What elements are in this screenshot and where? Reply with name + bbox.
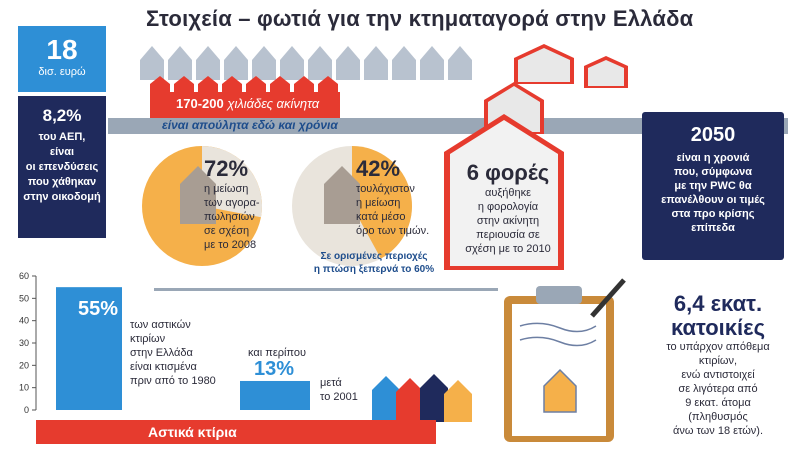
stock-line: (πληθυσμός <box>688 411 748 423</box>
stat-42-note-line: Σε ορισμένες περιοχές <box>320 251 428 262</box>
stat-42-block: 42% τουλάχιστον η μείωση κατά μέσο όρο τ… <box>356 156 429 238</box>
stat-42-value: 42% <box>356 156 401 181</box>
pen-icon <box>590 278 626 318</box>
recovery-year-line: είναι η χρονιά <box>676 152 750 164</box>
gdp-share-value: 8,2% <box>42 106 82 125</box>
bar1-text-line: των αστικών <box>130 319 191 331</box>
bars-group <box>56 287 310 410</box>
clipboard-graphic <box>504 278 626 442</box>
stat-72-line: με το 2008 <box>204 239 257 251</box>
houses-row-graphic <box>140 46 472 96</box>
urban-buildings-bar <box>36 420 436 444</box>
pie-72-graphic <box>142 146 262 266</box>
stat-42-note-line: η πτώση ξεπερνά το 60% <box>313 264 435 275</box>
bar1-text-block: των αστικών κτιρίων στην Ελλάδα είναι κτ… <box>130 318 216 388</box>
gdp-share-line: στην οικοδομή <box>23 191 101 203</box>
divider-line <box>154 288 498 291</box>
stat-42-line: η μείωση <box>356 197 401 209</box>
lost-investment-box: 18 δισ. ευρώ <box>18 26 106 92</box>
stat-72-line: η μείωση <box>204 183 249 195</box>
stat-6-value: 6 φορές <box>466 160 550 185</box>
bar <box>240 380 310 410</box>
stat-6-block: 6 φορές αυξήθηκε η φορολογία στην ακίνητ… <box>456 160 560 256</box>
y-tick-label: 10 <box>19 383 29 393</box>
recovery-year-line: επανέλθουν οι τιμές <box>661 194 765 206</box>
bar-label: 55% <box>77 298 119 320</box>
stat-42-line: όρο των τιμών. <box>356 225 430 237</box>
recovery-year-box: 2050 είναι η χρονιά που, σύμφωνα με την … <box>642 112 784 260</box>
stat-72-block: 72% η μείωση των αγορα- πωλησιών σε σχέσ… <box>204 156 260 252</box>
bar1-text-line: πριν από το 1980 <box>130 375 216 387</box>
gdp-share-line: είναι <box>49 146 75 158</box>
y-tick-label: 40 <box>19 316 29 326</box>
age-bar-chart: 0 10 20 30 40 50 60 <box>19 271 310 415</box>
pie-42-slice <box>352 146 412 259</box>
unsold-label: χιλιάδες ακίνητα <box>227 96 320 111</box>
stock-value: 6,4 εκατ. <box>673 291 763 316</box>
recovery-year-line: με την PWC θα <box>674 180 752 192</box>
recovery-year-value: 2050 <box>690 124 736 146</box>
stat-42-line: κατά μέσο <box>356 211 406 223</box>
stat-72-line: σε σχέση <box>204 225 250 237</box>
stat-72-line: πωλησιών <box>204 211 255 223</box>
stock-line: άνω των 18 ετών). <box>672 425 764 437</box>
y-tick-label: 20 <box>19 360 29 370</box>
stat-6-line: αυξήθηκε <box>484 187 532 199</box>
stock-line: ενώ αντιστοιχεί <box>681 369 755 381</box>
gdp-share-line: οι επενδύσεις <box>25 161 99 173</box>
colored-houses-graphic <box>372 374 472 422</box>
urban-buildings-title: Αστικά κτίρια <box>148 424 237 440</box>
horizontal-band <box>108 118 788 134</box>
stock-line: κτιρίων, <box>698 355 738 367</box>
bar-label: 13% <box>254 358 295 380</box>
recovery-year-line: στα προ κρίσης <box>671 208 755 220</box>
stat-6-line: σχέση με το 2010 <box>465 243 551 255</box>
recovery-year-line: που, σύμφωνα <box>673 166 753 178</box>
pie-72-remaining-slice <box>202 146 262 218</box>
gdp-share-line: του ΑΕΠ, <box>38 131 86 143</box>
house-icon <box>324 166 360 224</box>
bar2-prefix: και περίπου <box>248 347 306 359</box>
stat-6-line: στην ακίνητη <box>476 215 540 227</box>
gdp-share-box: 8,2% του ΑΕΠ, είναι οι επενδύσεις που χά… <box>18 96 106 238</box>
unsold-banner <box>150 92 340 118</box>
stat-72-value: 72% <box>204 156 249 181</box>
house-icon <box>180 166 216 224</box>
y-tick-label: 50 <box>19 293 29 303</box>
bar1-text-line: στην Ελλάδα <box>130 347 193 359</box>
stat-6-line: περιουσία σε <box>476 229 540 241</box>
lost-investment-value: 18 <box>46 34 78 65</box>
stock-line: 9 εκατ. άτομα <box>685 397 751 409</box>
bar1-text-line: κτιρίων <box>130 333 166 345</box>
y-tick-label: 60 <box>19 271 29 281</box>
stat-42-note: Σε ορισμένες περιοχές η πτώση ξεπερνά το… <box>300 250 448 276</box>
lost-investment-unit: δισ. ευρώ <box>38 66 86 78</box>
stock-value: κατοικίες <box>670 315 766 340</box>
stat-42-line: τουλάχιστον <box>356 183 415 195</box>
stock-line: σε λιγότερα από <box>678 383 758 395</box>
bar2-text-block: μετά το 2001 <box>320 376 358 404</box>
gdp-share-line: που χάθηκαν <box>27 176 97 188</box>
bar1-text-line: είναι κτισμένα <box>130 361 197 373</box>
y-axis: 0 10 20 30 40 50 60 <box>19 271 37 415</box>
unsold-band-text: είναι απούλητα εδώ και χρόνια <box>162 118 338 132</box>
stat-72-line: των αγορα- <box>204 197 260 209</box>
unsold-range: 170-200 <box>176 96 224 111</box>
stat-6-line: η φορολογία <box>477 201 539 213</box>
bar2-text-line: το 2001 <box>320 391 358 403</box>
bar <box>56 287 122 410</box>
page-title: Στοιχεία – φωτιά για την κτηματαγορά στη… <box>146 6 694 31</box>
recovery-year-line: επίπεδα <box>691 222 735 234</box>
y-tick-label: 0 <box>24 405 29 415</box>
unsold-banner-text: 170-200 χιλιάδες ακίνητα <box>176 96 319 111</box>
stock-block: 6,4 εκατ. κατοικίες το υπάρχον απόθεμα κ… <box>648 292 788 438</box>
y-tick-label: 30 <box>19 338 29 348</box>
bar2-text-line: μετά <box>320 377 342 389</box>
pie-42-graphic <box>292 146 412 266</box>
tax-house-graphic <box>444 44 628 270</box>
stock-line: το υπάρχον απόθεμα <box>666 341 770 353</box>
